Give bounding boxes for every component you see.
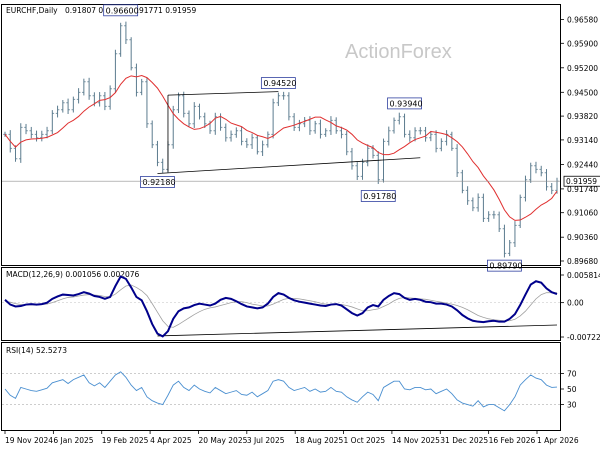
price-tick-label: 0.95200 (567, 64, 598, 73)
macd-tick-label: -0.007222 (567, 333, 600, 342)
macd-panel: MACD(12,26,9) 0.001056 0.002076 0.005814… (1, 267, 600, 342)
pivot-label: 0.89790 (489, 262, 522, 271)
pivot-annotation: 0.94520 (260, 77, 296, 89)
current-price-tag: 0.91959 (563, 175, 600, 187)
price-tick-label: 0.91740 (567, 185, 598, 194)
macd-signal-line (4, 284, 557, 328)
pivot-label: 0.94520 (263, 79, 296, 88)
x-tick-label: 6 Jan 2025 (53, 436, 93, 445)
resistance-trendline (167, 91, 279, 96)
pivot-annotation: 0.89790 (487, 259, 523, 272)
rsi-title: RSI(14) 52.5273 (6, 346, 67, 355)
pivot-box (360, 190, 396, 202)
price-tick-label: 0.89680 (567, 257, 598, 266)
price-panel: ActionForex EURCHF,Daily 0.91807 0.92146… (1, 4, 600, 272)
pivot-label: 0.93940 (390, 99, 423, 108)
rsi-line (4, 371, 558, 412)
pivot-annotation: 0.96600 (103, 4, 139, 17)
pivot-label: 0.92180 (142, 178, 175, 187)
macd-axis-ticks: 0.005814 0.00 -0.007222 (560, 271, 600, 342)
price-tick-label: 0.92440 (567, 160, 598, 169)
x-tick-label: 18 Aug 2025 (295, 436, 343, 445)
x-tick-label: 1 Oct 2025 (344, 436, 386, 445)
pivot-box (387, 97, 422, 110)
rsi-axis-ticks: 70 50 30 (560, 369, 577, 410)
price-annotations: 0.96600 0.92180 0.94520 0.93940 0.91780 0.897… (103, 4, 523, 272)
x-tick-label: 3 Jul 2025 (247, 436, 285, 445)
pivot-label: 0.96600 (106, 6, 139, 15)
price-tick-label: 0.93140 (567, 136, 598, 145)
rsi-tick-label: 30 (567, 401, 577, 410)
support-trendline (157, 157, 421, 174)
pivot-box (103, 4, 139, 17)
x-tick-label: 31 Dec 2025 (440, 436, 488, 445)
price-tick-label: 0.93820 (567, 112, 598, 121)
pivot-annotation: 0.93940 (387, 97, 423, 110)
x-tick-label: 16 Feb 2026 (489, 436, 536, 445)
pivot-box (140, 176, 175, 188)
moving-average-line (4, 74, 558, 221)
current-price-label: 0.91959 (566, 177, 597, 186)
x-tick-label: 14 Nov 2025 (392, 436, 440, 445)
x-tick-label: 1 Apr 2026 (537, 436, 579, 445)
price-tick-label: 0.91060 (567, 209, 598, 218)
macd-main-line (4, 275, 558, 338)
pivot-annotation: 0.91780 (360, 190, 396, 202)
rsi-tick-label: 50 (567, 385, 577, 394)
x-tick-label: 19 Nov 2024 (5, 436, 53, 445)
macd-tick-label: 0.005814 (567, 271, 600, 280)
watermark: ActionForex (345, 41, 452, 63)
macd-tick-label: 0.00 (567, 299, 584, 308)
pivot-annotation: 0.92180 (140, 176, 176, 188)
price-tick-label: 0.96580 (567, 16, 598, 25)
x-tick-label: 19 Feb 2025 (102, 436, 149, 445)
price-tick-label: 0.95900 (567, 39, 598, 48)
chart-title: EURCHF,Daily (6, 6, 58, 15)
price-tick-label: 0.94500 (567, 88, 598, 97)
pivot-box (260, 77, 296, 89)
rsi-tick-label: 70 (567, 369, 577, 378)
price-axis-ticks: 0.96580 0.95900 0.95200 0.94500 0.93820 0.931… (560, 16, 598, 266)
x-tick-label: 20 May 2025 (198, 436, 247, 445)
price-tick-label: 0.90360 (567, 233, 598, 242)
x-tick-label: 4 Apr 2025 (150, 436, 192, 445)
pivot-box (487, 259, 522, 272)
pivot-label: 0.91780 (363, 192, 396, 201)
price-trendlines (157, 91, 421, 174)
time-axis: 19 Nov 2024 6 Jan 2025 19 Feb 2025 4 Apr 20… (4, 430, 579, 445)
price-header: EURCHF,Daily 0.91807 0.92146 0.91771 0.9… (6, 6, 196, 15)
rsi-panel: RSI(14) 52.5273 70 50 30 (1, 342, 577, 431)
macd-trendline (157, 324, 558, 337)
macd-title: MACD(12,26,9) 0.001056 0.002076 (6, 270, 140, 279)
